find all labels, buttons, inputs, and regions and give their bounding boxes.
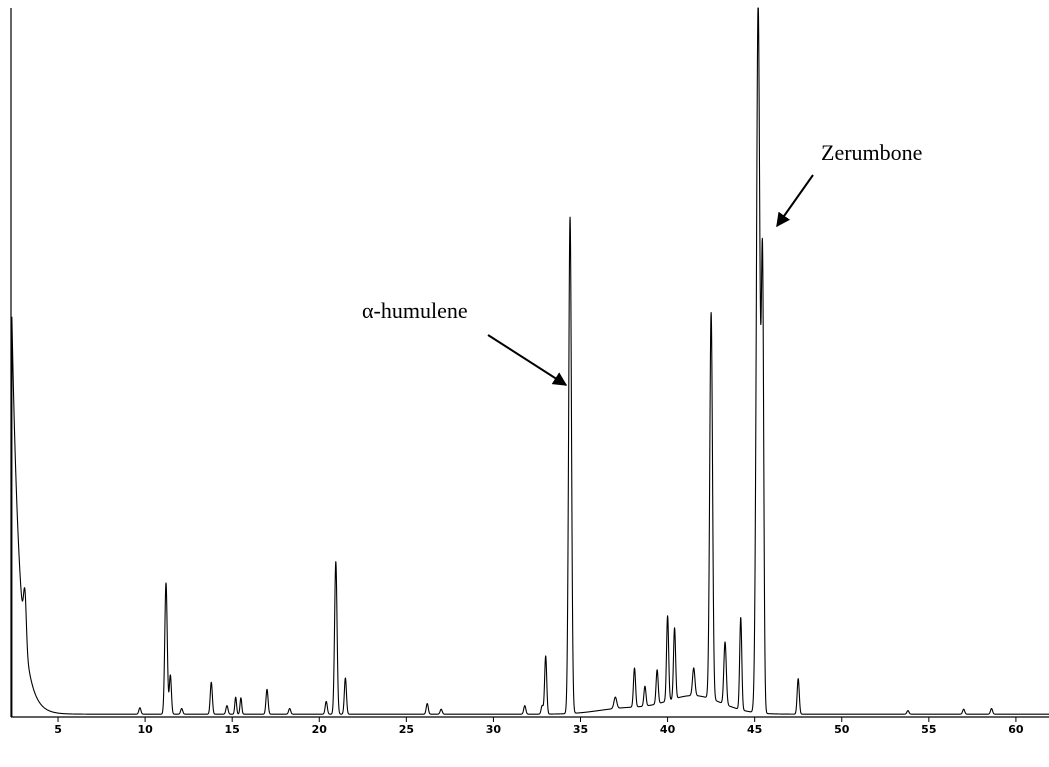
x-tick-label-35: 35 [573, 723, 588, 736]
x-tick-label-40: 40 [660, 723, 676, 736]
x-tick-label-10: 10 [137, 723, 153, 736]
annotation-arrow-alpha-humulene [487, 334, 568, 386]
x-tick-label-30: 30 [486, 723, 502, 736]
x-tick-label-25: 25 [399, 723, 414, 736]
x-tick-label-15: 15 [225, 723, 240, 736]
x-tick-label-50: 50 [834, 723, 850, 736]
plot-frame [10, 8, 1049, 718]
x-tick-label-60: 60 [1008, 723, 1024, 736]
annotation-arrow-zerumbone [776, 174, 814, 228]
annotation-zerumbone: Zerumbone [821, 140, 922, 165]
x-tick-label-5: 5 [54, 723, 62, 736]
x-tick-label-55: 55 [921, 723, 936, 736]
peak-annotations: α-humulene Zerumbone [362, 140, 922, 386]
x-axis-ticks [57, 717, 1017, 722]
x-tick-label-45: 45 [747, 723, 762, 736]
x-axis-tick-labels: 5 10 15 20 25 30 35 40 45 50 55 60 [54, 723, 1024, 736]
x-tick-label-20: 20 [312, 723, 328, 736]
chromatogram-trace [11, 7, 1049, 717]
annotation-alpha-humulene: α-humulene [362, 298, 468, 323]
